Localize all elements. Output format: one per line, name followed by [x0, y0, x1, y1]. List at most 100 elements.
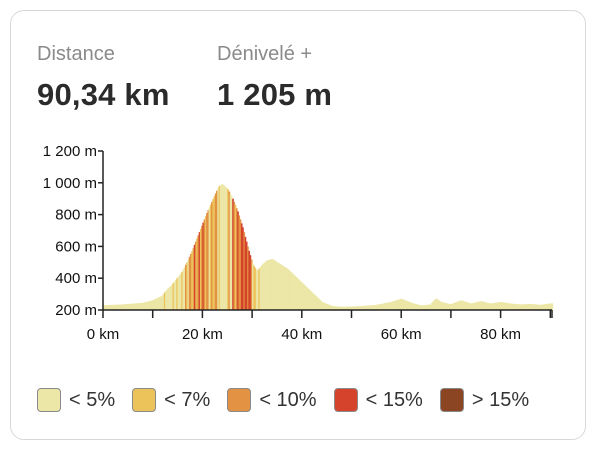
profile-bar: [341, 306, 344, 310]
profile-bar: [392, 301, 395, 310]
profile-bar: [335, 306, 337, 310]
profile-bar: [267, 260, 269, 310]
profile-bar: [194, 241, 197, 310]
profile-bar: [541, 304, 544, 310]
profile-bar: [168, 286, 171, 310]
profile-bar: [182, 269, 185, 310]
profile-bar: [544, 304, 546, 310]
y-tick-label: 1 200 m: [43, 143, 97, 160]
profile-bar: [362, 305, 365, 310]
profile-bar: [112, 304, 115, 310]
profile-bar: [109, 304, 111, 310]
profile-bar: [289, 271, 292, 310]
profile-bar: [243, 232, 246, 310]
profile-bar: [484, 302, 487, 310]
profile-bar: [320, 300, 323, 310]
profile-bar: [337, 306, 340, 310]
gradient-legend: < 5% < 7% < 10% < 15% > 15%: [37, 388, 546, 412]
profile-bar: [550, 303, 552, 310]
profile-bar: [193, 244, 196, 310]
profile-bar: [515, 304, 518, 310]
profile-bar: [387, 302, 390, 310]
profile-bar: [390, 302, 392, 310]
profile-bar: [204, 216, 207, 310]
profile-bar: [276, 262, 279, 310]
profile-bar: [443, 302, 446, 310]
profile-bar: [142, 302, 145, 310]
profile-bar: [434, 298, 437, 310]
profile-bar: [469, 303, 472, 310]
profile-bar: [358, 306, 361, 310]
profile-bar: [117, 304, 120, 310]
profile-bar: [509, 303, 511, 310]
profile-bar: [381, 303, 383, 310]
profile-bar: [255, 269, 258, 310]
profile-bar: [274, 260, 277, 310]
profile-bar: [524, 304, 526, 310]
profile-bar: [167, 288, 170, 310]
profile-bar: [480, 301, 483, 310]
profile-bar: [140, 302, 142, 310]
profile-bar: [139, 303, 141, 310]
profile-bar: [160, 296, 162, 310]
profile-bar: [132, 303, 135, 310]
profile-bar: [187, 259, 190, 310]
profile-bar: [171, 284, 173, 310]
profile-bar: [306, 287, 309, 310]
profile-bar: [505, 302, 508, 310]
profile-bar: [404, 300, 407, 310]
profile-bar: [162, 294, 165, 310]
profile-bar: [547, 303, 550, 310]
x-tick-label: 60 km: [381, 326, 422, 343]
profile-bar: [421, 305, 423, 310]
profile-bar: [258, 268, 260, 310]
legend-label: < 5%: [69, 388, 116, 411]
profile-bar: [216, 190, 218, 310]
profile-bar: [534, 304, 536, 310]
x-tick-label: 20 km: [182, 326, 223, 343]
profile-bar: [393, 300, 396, 310]
profile-bar: [271, 259, 274, 310]
legend-swatch: [132, 388, 157, 412]
profile-bar: [439, 301, 442, 310]
profile-bar: [349, 306, 351, 310]
profile-bar: [508, 303, 510, 310]
profile-bar: [388, 302, 391, 310]
profile-bar: [254, 267, 257, 310]
profile-bar: [416, 304, 418, 310]
profile-bar: [326, 304, 329, 310]
profile-bar: [495, 302, 498, 310]
profile-bar: [506, 303, 509, 310]
profile-bar: [344, 306, 346, 310]
profile-bar: [106, 305, 109, 310]
profile-bar: [340, 306, 342, 310]
profile-bar: [295, 277, 298, 310]
profile-bar: [201, 225, 203, 310]
profile-bar: [347, 306, 350, 310]
profile-bar: [433, 300, 436, 310]
profile-bar: [479, 301, 482, 310]
profile-bar: [537, 304, 540, 310]
profile-bar: [427, 304, 429, 310]
profile-bar: [203, 219, 206, 310]
profile-bar: [213, 196, 216, 310]
legend-label: > 15%: [471, 388, 530, 411]
profile-bar: [290, 272, 293, 310]
profile-bar: [453, 302, 456, 310]
profile-bar: [477, 301, 479, 310]
profile-bar: [428, 304, 431, 310]
profile-bar: [152, 299, 155, 310]
profile-bar: [309, 290, 311, 311]
profile-bar: [454, 302, 457, 310]
profile-bar: [218, 185, 221, 310]
profile-bar: [407, 301, 410, 310]
profile-bar: [285, 267, 288, 310]
profile-bar: [155, 298, 157, 310]
profile-bar: [536, 304, 539, 310]
profile-bar: [377, 304, 380, 310]
profile-bar: [273, 259, 275, 310]
profile-bar: [503, 302, 505, 310]
profile-bar: [283, 266, 285, 310]
profile-bar: [483, 301, 485, 310]
profile-bar: [202, 222, 205, 310]
